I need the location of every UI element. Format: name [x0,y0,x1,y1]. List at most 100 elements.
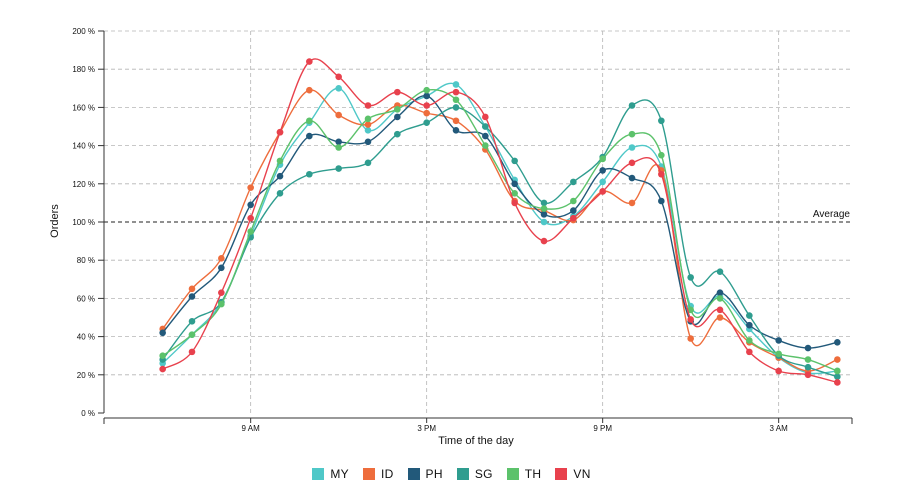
data-point-id [188,285,196,293]
data-point-ph [306,132,313,140]
data-point-my [364,127,372,134]
legend-label: MY [330,467,349,481]
data-point-sg [628,102,636,109]
data-point-id [364,121,372,128]
y-tick-label: 0 % [81,409,95,418]
data-point-vn [364,102,372,109]
data-point-vn [540,237,548,245]
data-point-sg [570,178,577,186]
legend-item-ph[interactable]: PH [407,467,443,481]
data-point-sg [364,159,372,167]
x-tick-label: 3 AM [770,424,789,433]
data-point-ph [775,337,782,344]
legend-swatch [407,468,420,480]
data-point-vn [628,159,636,167]
data-point-th [804,356,812,363]
data-point-id [687,335,694,342]
legend-label: SG [474,467,493,481]
data-point-ph [335,138,342,146]
y-tick-label: 180 % [72,65,95,74]
data-point-my [452,81,460,88]
data-point-ph [159,329,166,337]
data-point-sg [687,274,694,281]
series-group [159,58,841,386]
data-point-vn [306,58,313,65]
data-point-th [511,190,518,197]
data-point-ph [423,92,430,100]
data-point-vn [423,102,430,109]
data-point-ph [716,289,724,296]
series-id [159,86,841,375]
data-point-sg [834,373,841,381]
data-point-sg [335,165,342,172]
data-point-th [394,106,401,113]
data-point-vn [658,170,665,178]
series-ph [159,92,841,352]
data-point-vn [716,306,724,314]
data-point-th [276,157,284,165]
data-point-sg [511,157,518,165]
data-point-th [306,117,313,125]
data-point-id [306,86,313,94]
data-point-id [423,109,430,117]
y-tick-label: 200 % [72,27,95,36]
y-tick-label: 60 % [77,294,95,303]
data-point-sg [804,363,812,371]
data-point-sg [482,123,489,130]
legend: MY ID PH SG TH VN [0,463,903,485]
data-point-ph [658,197,665,205]
legend-item-vn[interactable]: VN [555,467,590,481]
y-tick-label: 40 % [77,333,95,342]
data-point-ph [834,339,841,346]
data-point-sg [423,119,430,126]
data-point-th [188,331,196,338]
data-point-th [628,130,636,138]
data-point-vn [511,199,518,207]
data-point-th [159,352,166,360]
data-point-sg [306,170,313,178]
data-point-vn [335,73,342,81]
data-point-th [775,350,782,358]
data-point-id [716,314,724,321]
data-point-vn [482,113,489,121]
data-point-th [482,142,489,149]
x-tick-label: 9 PM [593,424,612,433]
data-point-vn [276,128,284,136]
legend-label: PH [425,467,443,481]
data-point-my [599,178,606,186]
data-point-th [218,300,225,308]
legend-label: ID [380,467,394,481]
legend-item-my[interactable]: MY [312,467,349,481]
data-point-ph [570,207,577,214]
data-point-vn [452,88,460,96]
data-point-ph [452,127,460,134]
data-point-vn [804,371,812,379]
data-point-my [628,144,636,151]
data-point-sg [746,312,753,319]
legend-label: TH [524,467,542,481]
series-vn [159,58,841,386]
data-point-ph [276,172,284,180]
legend-swatch [555,468,568,480]
data-point-id [247,184,254,191]
y-tick-label: 100 % [72,218,95,227]
legend-swatch [362,468,375,480]
data-point-id [628,199,636,207]
y-tick-label: 120 % [72,180,95,189]
x-tick-label: 9 AM [242,424,261,433]
legend-item-id[interactable]: ID [362,467,394,481]
data-point-sg [540,199,548,207]
legend-item-sg[interactable]: SG [456,467,493,481]
x-axis-title: Time of the day [438,435,514,447]
legend-item-th[interactable]: TH [506,467,542,481]
data-point-ph [511,180,518,188]
data-point-th [540,205,548,212]
data-point-id [335,111,342,119]
reference-line-group: Average [104,209,852,223]
data-point-th [658,151,665,159]
y-tick-label: 140 % [72,142,95,151]
data-point-ph [599,167,606,174]
data-point-sg [394,130,401,138]
data-point-vn [687,316,694,323]
